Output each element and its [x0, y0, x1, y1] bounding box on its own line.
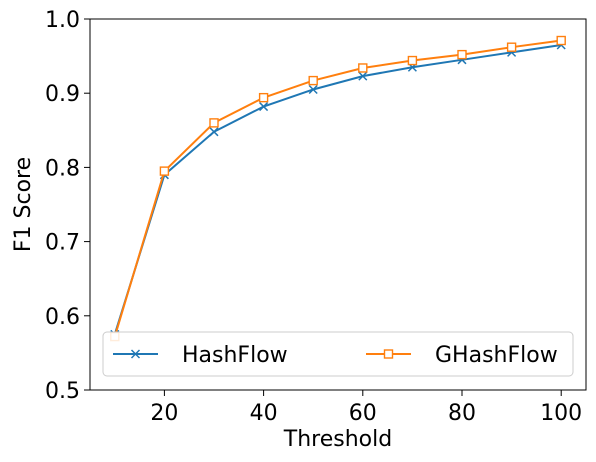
chart-marks: [110, 35, 566, 342]
ghashflow-point: [556, 35, 566, 46]
plot-frame: [89, 18, 587, 391]
x-tick-label: 80: [448, 401, 476, 426]
legend-marker-ghashflow: [383, 349, 394, 359]
x-tick-label: 40: [250, 401, 278, 426]
hashflow-point: [209, 127, 219, 137]
y-axis-label: F1 Score: [11, 157, 36, 252]
ghashflow-point: [358, 63, 368, 73]
legend-entry-ghashflow: GHashFlow: [366, 343, 558, 368]
axis-ticks: 20 40 60 80 100 0.5 0.6 0.7 0.8 0.9 1.0: [45, 8, 582, 426]
ghashflow-point: [258, 92, 269, 103]
hashflow-series: [110, 40, 566, 339]
y-tick-label: 0.7: [45, 231, 80, 256]
ghashflow-point: [407, 55, 418, 66]
hashflow-point: [259, 102, 269, 112]
y-tick-label: 0.5: [45, 379, 80, 404]
x-tick-label: 20: [150, 401, 178, 426]
hashflow-point: [308, 84, 318, 95]
y-tick-label: 0.6: [45, 305, 80, 330]
y-tick-label: 0.9: [45, 82, 80, 107]
x-tick-label: 100: [540, 401, 582, 426]
ghashflow-point: [457, 49, 467, 60]
legend-label-hashflow: HashFlow: [182, 343, 288, 368]
legend-entry-hashflow: HashFlow: [113, 343, 288, 368]
ghashflow-line: [113, 39, 562, 337]
y-tick-label: 0.8: [45, 156, 80, 181]
ghashflow-point: [159, 166, 170, 176]
legend-box: [102, 331, 574, 377]
hashflow-line: [113, 43, 562, 335]
hashflow-point: [358, 71, 368, 81]
x-axis-label: Threshold: [283, 427, 392, 452]
y-tick-label: 1.0: [45, 8, 80, 33]
legend: HashFlow GHashFlow: [102, 331, 574, 377]
ghashflow-point: [506, 42, 517, 52]
ghashflow-point: [308, 75, 318, 86]
legend-label-ghashflow: GHashFlow: [435, 343, 558, 368]
ghashflow-point: [209, 118, 219, 128]
x-tick-label: 60: [349, 401, 377, 426]
legend-marker-hashflow: [130, 349, 141, 359]
